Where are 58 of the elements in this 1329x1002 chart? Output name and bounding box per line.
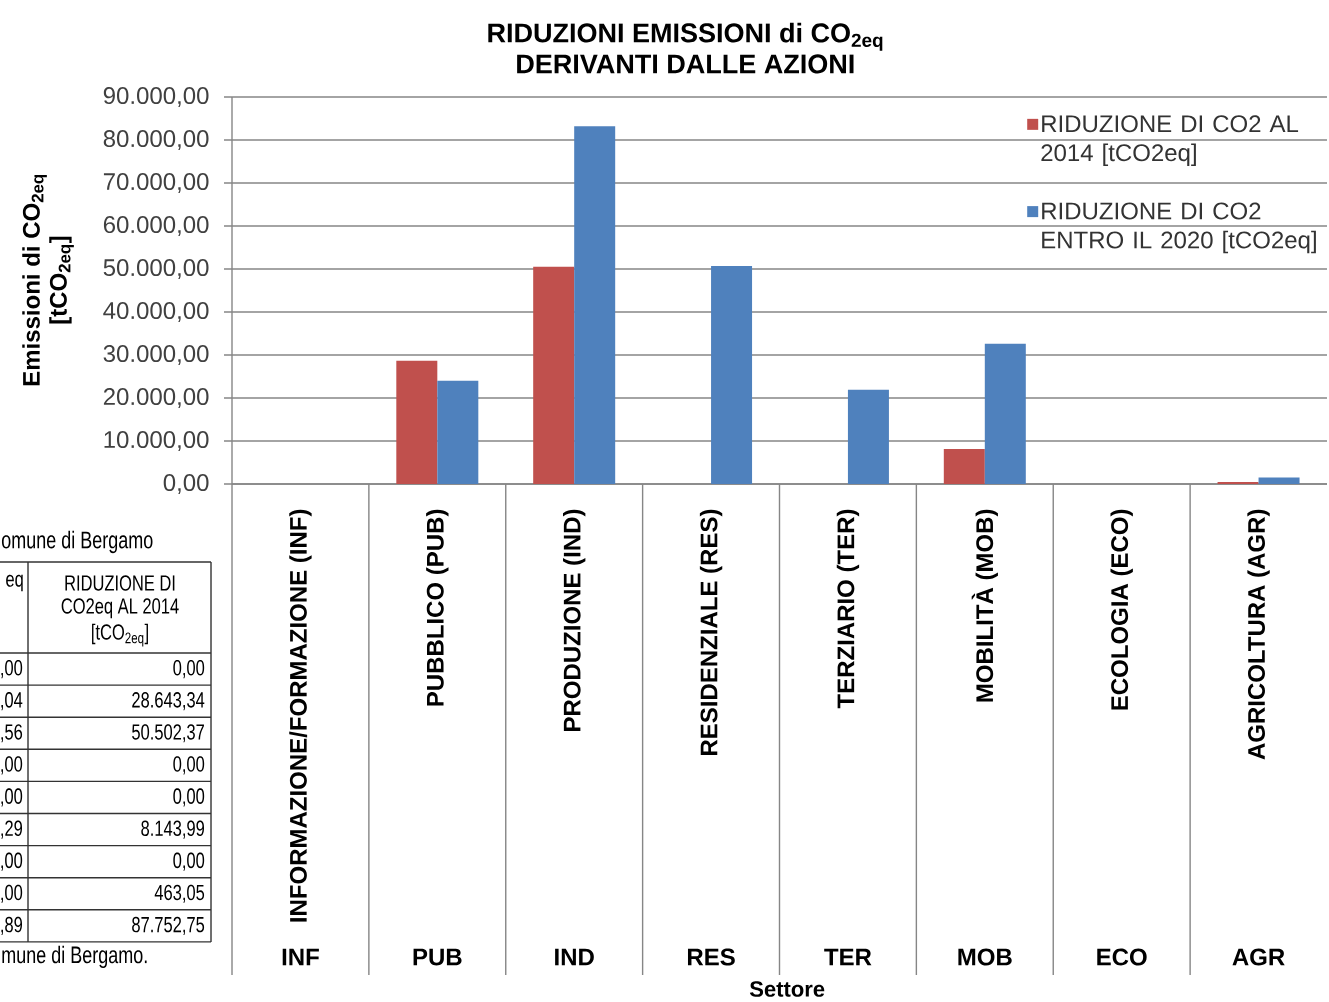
- x-tick-label: PRODUZIONE (IND): [563, 509, 586, 731]
- x-axis-title: Settore: [749, 981, 825, 997]
- chart-title: RIDUZIONI EMISSIONI di CO$_{2eq}$ DERIVANTI DALLE AZIONI: [488, 22, 883, 74]
- text: 463,05: [154, 884, 205, 903]
- bar: [574, 126, 616, 485]
- text: RES: [687, 948, 735, 966]
- legend-label: RIDUZIONE DI CO2 ENTRO IL 2020 [tCO2eq]: [1042, 202, 1316, 254]
- text: ,04: [1, 692, 23, 711]
- bar: [1258, 477, 1300, 485]
- y-tick-label: 60.000,00: [103, 216, 209, 236]
- y-tick-label: 30.000,00: [103, 345, 209, 365]
- y-tick-label: 80.000,00: [103, 130, 209, 150]
- text: ,00: [1, 852, 23, 871]
- x-tick-label: PUBBLICO (PUB): [426, 509, 449, 706]
- x-tick-label: MOBILITÀ (MOB): [971, 509, 998, 702]
- text: ,00: [1, 788, 23, 807]
- text: AGR: [1232, 948, 1285, 966]
- y-tick-label: 0,00: [163, 474, 209, 494]
- legend-label: RIDUZIONE DI CO2 AL 2014 [tCO2eq]: [1041, 115, 1299, 166]
- text: 28.643,34: [132, 692, 205, 711]
- y-tick-label: 70.000,00: [103, 173, 209, 193]
- text: [tCO$_{2eq}$]: [92, 623, 148, 647]
- text: 87.752,75: [132, 916, 205, 935]
- text: ,56: [1, 724, 23, 743]
- text: ,29: [1, 820, 23, 839]
- text: INF: [282, 948, 319, 966]
- y-tick-label: 20.000,00: [103, 388, 209, 408]
- y-tick-label: 90.000,00: [103, 87, 209, 107]
- y-tick-label: 10.000,00: [104, 431, 209, 451]
- text: 8.143,99: [141, 820, 205, 839]
- text: mune di Bergamo.: [2, 945, 147, 969]
- bar: [396, 360, 438, 485]
- x-tick-label: RESIDENZIALE (RES): [699, 509, 723, 755]
- text: ECO: [1097, 948, 1147, 966]
- bar: [847, 389, 889, 485]
- text: ,00: [1, 884, 23, 903]
- bar: [943, 449, 985, 485]
- text: ,00: [1, 659, 23, 679]
- text: ,00: [1, 756, 23, 775]
- text: MOB: [958, 948, 1012, 966]
- text: IND: [555, 948, 594, 966]
- text: 50.502,37: [132, 724, 204, 743]
- bar: [711, 266, 753, 485]
- y-tick-label: 40.000,00: [103, 302, 209, 322]
- x-tick-label: TERZIARIO (TER): [836, 509, 860, 709]
- text: eq: [6, 574, 23, 592]
- bar: [437, 380, 479, 485]
- text: ,89: [1, 916, 23, 935]
- x-tick-label: INFORMAZIONE/FORMAZIONE (INF): [289, 509, 312, 922]
- x-tick-label: AGRICOLTURA (AGR): [1247, 509, 1270, 760]
- text: PUB: [413, 948, 462, 966]
- text: RIDUZIONE DI CO2eq AL 2014: [61, 575, 179, 619]
- text: TER: [824, 948, 872, 966]
- y-tick-label: 50.000,00: [103, 259, 209, 279]
- text: omune di Bergamo: [1, 530, 153, 554]
- x-tick-label: ECOLOGIA (ECO): [1110, 509, 1133, 710]
- bar: [984, 343, 1026, 485]
- bar: [533, 266, 575, 485]
